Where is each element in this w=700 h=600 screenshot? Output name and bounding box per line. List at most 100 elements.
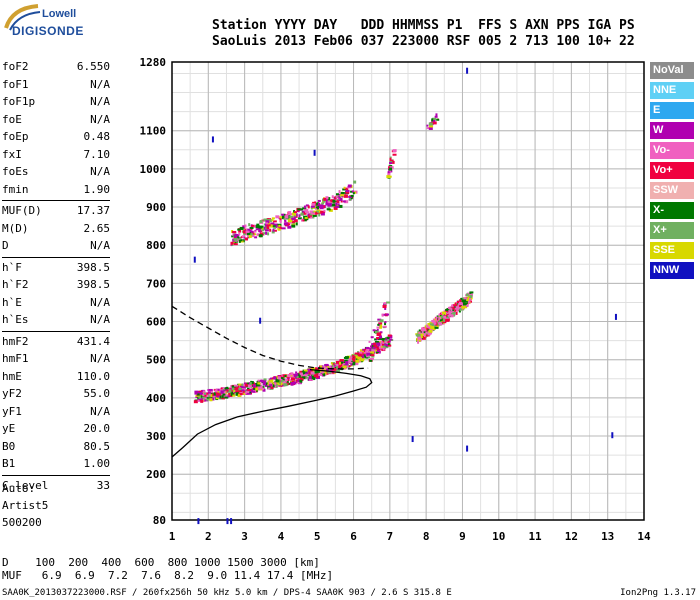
- echo-point-trace0: [237, 393, 240, 397]
- echo-point-trace2: [312, 214, 317, 217]
- echo-point-upper: [389, 162, 393, 165]
- echo-point-trace0: [241, 389, 245, 392]
- echo-point-trace0: [287, 374, 292, 378]
- echo-point-trace2: [315, 210, 319, 213]
- echo-marker: [466, 67, 469, 74]
- echo-point-trace2: [287, 225, 292, 229]
- echo-point-trace2: [232, 240, 237, 244]
- echo-point-trace1: [461, 306, 466, 309]
- version-label: Ion2Png 1.3.17: [620, 588, 696, 598]
- y-tick-label: 400: [146, 392, 166, 405]
- echo-point-trace2: [242, 230, 247, 234]
- echo-point-trace0: [302, 376, 306, 380]
- param-row: yE 20.0: [2, 420, 110, 438]
- echo-point-trace2: [320, 212, 325, 216]
- echo-point-trace0: [205, 396, 210, 400]
- echo-point-trace0: [206, 398, 211, 401]
- echo-point-trace1: [443, 315, 447, 319]
- echo-point-trace0: [237, 385, 240, 388]
- echo-point-trace1: [423, 333, 426, 337]
- echo-point-trace0: [200, 397, 203, 400]
- echo-point-trace0: [380, 345, 384, 348]
- echo-point-trace0: [247, 391, 252, 395]
- echo-point-trace1: [453, 304, 458, 307]
- echo-point-trace0: [202, 394, 205, 397]
- legend-item-vo: Vo-: [650, 142, 694, 159]
- echo-point-trace0: [263, 381, 267, 385]
- echo-point-trace2: [319, 207, 324, 210]
- echo-point-trace0: [195, 396, 199, 399]
- echo-point-trace2: [310, 206, 313, 210]
- legend-item-nne: NNE: [650, 82, 694, 99]
- echo-point-trace0: [290, 372, 294, 376]
- echo-point-trace2: [244, 224, 247, 228]
- echo-point-trace1: [420, 335, 423, 339]
- echo-point-trace1: [427, 323, 432, 327]
- echo-point-trace0: [339, 361, 342, 365]
- echo-point-trace1: [434, 324, 439, 328]
- echo-marker: [611, 432, 614, 439]
- file-info: SAA0K_2013037223000.RSF / 260fx256h 50 k…: [2, 588, 452, 598]
- echo-point-trace0: [350, 355, 354, 359]
- echo-point-trace2: [265, 220, 270, 224]
- echo-point-trace0: [301, 371, 305, 374]
- echo-point-trace0: [336, 365, 339, 369]
- param-value: 1.00: [83, 457, 111, 470]
- param-name: M(D): [2, 221, 29, 235]
- echo-point-trace2: [317, 199, 321, 202]
- echo-point-trace0: [263, 378, 267, 381]
- echo-point-trace0: [338, 363, 343, 367]
- param-value: 398.5: [76, 278, 110, 291]
- echo-point-upper: [387, 173, 390, 177]
- echo-point-trace0: [325, 367, 328, 371]
- x-tick-label: 12: [565, 530, 578, 543]
- echo-point-trace1: [418, 329, 421, 332]
- echo-point-trace0: [298, 375, 301, 378]
- header-block: Station YYYY DAY DDD HHMMSS P1 FFS S AXN…: [212, 18, 635, 50]
- echo-point-trace2: [293, 210, 296, 214]
- echo-point-trace0: [243, 382, 247, 385]
- echo-point-trace0: [344, 356, 349, 360]
- x-tick-label: 9: [459, 530, 466, 543]
- echo-point-trace0: [351, 363, 356, 366]
- echo-point-trace0: [269, 379, 274, 382]
- x-tick-label: 5: [314, 530, 321, 543]
- echo-point-trace2: [316, 207, 319, 210]
- echo-point-spread: [378, 336, 383, 340]
- echo-point-trace1: [434, 318, 437, 322]
- echo-point-trace0: [197, 391, 202, 395]
- echo-point-trace2: [283, 222, 288, 226]
- echo-point-trace0: [357, 356, 362, 360]
- y-tick-label: 1000: [140, 163, 167, 176]
- echo-point-trace2: [288, 213, 293, 216]
- param-value: N/A: [90, 313, 110, 326]
- echo-point-trace0: [310, 371, 315, 375]
- echo-point-trace0: [311, 367, 315, 370]
- echo-point-trace0: [252, 384, 256, 388]
- echo-point-trace0: [216, 392, 221, 396]
- echo-point-trace2: [266, 226, 269, 230]
- echo-point-trace2: [307, 213, 310, 217]
- echo-point-trace1: [441, 315, 444, 319]
- echo-point-trace2: [307, 205, 310, 209]
- echo-point-trace1: [469, 294, 473, 298]
- echo-point-trace0: [230, 393, 234, 397]
- echo-point-trace2: [254, 236, 258, 239]
- echo-point-trace1: [457, 308, 460, 311]
- echo-point-spread: [379, 319, 384, 323]
- echo-point-trace0: [260, 385, 263, 389]
- echo-point-trace0: [353, 357, 358, 361]
- echo-point-trace0: [385, 340, 388, 343]
- echo-point-trace0: [311, 376, 316, 380]
- echo-point-trace0: [240, 386, 244, 389]
- echo-point-trace2: [335, 193, 339, 196]
- echo-point-trace0: [299, 379, 303, 383]
- echo-point-trace0: [274, 385, 277, 388]
- echo-point-trace0: [198, 395, 201, 398]
- echo-point-trace2: [335, 197, 338, 201]
- echo-point-trace0: [299, 372, 303, 375]
- echo-point-trace2: [256, 223, 260, 226]
- echo-point-trace1: [431, 324, 434, 327]
- echo-point-spread: [369, 359, 373, 362]
- echo-point-trace2: [309, 213, 314, 217]
